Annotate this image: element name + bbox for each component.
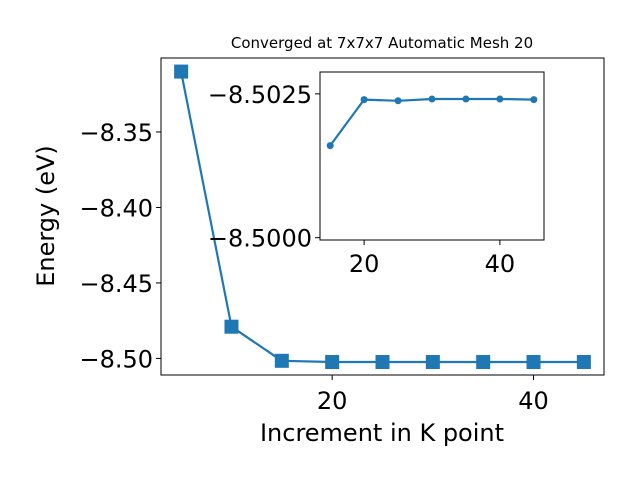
- inset-y-tick-label: −8.5000: [208, 225, 312, 253]
- inset-x-tick-label: 20: [349, 250, 380, 278]
- inset-x-tick-label: 40: [485, 250, 516, 278]
- main-data-point: [325, 355, 340, 370]
- x-axis-label: Increment in K point: [260, 419, 504, 447]
- main-data-point: [526, 355, 541, 370]
- main-plot-frame: [160, 57, 605, 376]
- chart-title: Converged at 7x7x7 Automatic Mesh 20: [231, 34, 533, 52]
- inset-data-point: [326, 142, 334, 150]
- main-y-tick-label: −8.40: [79, 194, 153, 222]
- main-data-point: [224, 319, 239, 334]
- main-data-point: [476, 355, 491, 370]
- main-data-point: [274, 353, 289, 368]
- inset-data-point: [394, 97, 402, 105]
- inset-data-point: [428, 95, 436, 103]
- y-axis-label: Energy (eV): [32, 145, 60, 287]
- main-data-point: [425, 355, 440, 370]
- main-y-tick-label: −8.45: [79, 270, 153, 298]
- main-y-tick-label: −8.50: [79, 345, 153, 373]
- inset-data-point: [462, 95, 470, 103]
- main-data-point: [576, 355, 591, 370]
- main-y-tick-label: −8.35: [79, 119, 153, 147]
- inset-data-point: [496, 95, 504, 103]
- main-x-tick-label: 20: [317, 387, 348, 415]
- inset-y-tick-label: −8.5025: [208, 81, 312, 109]
- main-plot-area: 20 40 −8.35 −8.40 −8.45 −8.50: [79, 64, 591, 415]
- inset-data-point: [530, 96, 538, 104]
- inset-data-point: [360, 96, 368, 104]
- main-data-point: [174, 64, 189, 79]
- main-data-point: [375, 355, 390, 370]
- inset-plot-area: 20 40 −8.5025 −8.5000: [208, 81, 538, 278]
- main-x-tick-label: 40: [518, 387, 549, 415]
